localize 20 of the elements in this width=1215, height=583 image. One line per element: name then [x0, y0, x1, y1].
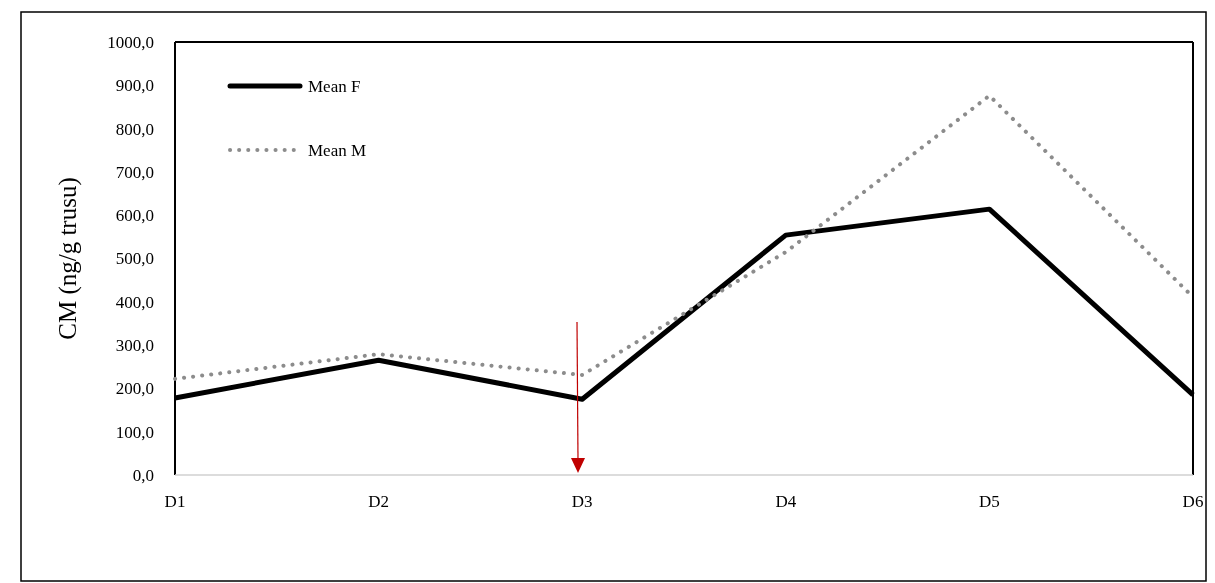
y-tick-label: 500,0: [115, 249, 154, 269]
y-tick-label: 100,0: [115, 422, 154, 442]
legend-label: Mean F: [308, 76, 361, 96]
y-tick-label: 0,0: [132, 465, 154, 485]
x-tick-label: D3: [571, 492, 593, 511]
y-tick-label: 800,0: [115, 119, 154, 139]
y-axis-title: CM (ng/g trusu): [54, 177, 82, 340]
y-tick-label: 900,0: [115, 76, 154, 96]
y-tick-label: 200,0: [115, 379, 154, 399]
y-tick-label: 600,0: [115, 206, 154, 226]
x-tick-label: D1: [164, 492, 186, 511]
x-tick-label: D2: [368, 492, 389, 511]
x-tick-label: D5: [979, 492, 1000, 511]
x-tick-label: D4: [775, 492, 797, 511]
y-tick-label: 700,0: [115, 162, 154, 182]
x-tick-label: D6: [1182, 492, 1204, 511]
y-tick-label: 400,0: [115, 292, 154, 312]
y-tick-label: 300,0: [115, 336, 154, 356]
y-tick-label: 1000,0: [107, 32, 154, 52]
legend-label: Mean M: [308, 140, 367, 160]
